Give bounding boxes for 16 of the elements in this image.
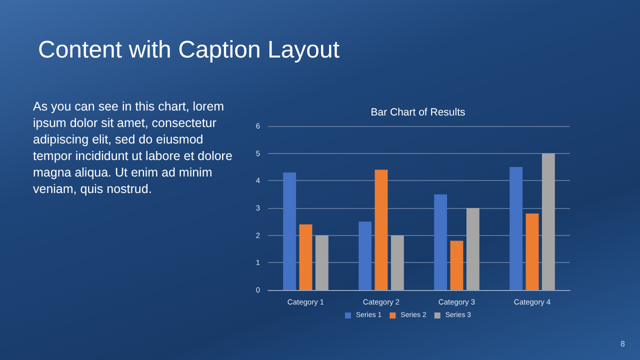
- text: As you can see in this chart, lorem ipsum dolor sit amet, consectetur adipiscing elit, sed do eiusmod tempor incididunt ut labore et dolore magna aliqua. Ut enim ad minim veniam, quis nostrud.: [33, 99, 236, 196]
- bar: [374, 170, 388, 290]
- bar: [526, 213, 539, 290]
- bar: [510, 167, 523, 290]
- bar: [450, 240, 464, 290]
- text: 8: [620, 340, 626, 348]
- bar: [466, 208, 480, 290]
- bar: [283, 172, 296, 290]
- bar: [299, 224, 312, 290]
- bar: [434, 194, 448, 290]
- bar: [390, 235, 404, 290]
- chart-title: Content with Caption Layout: [38, 36, 340, 64]
- bar: [358, 222, 372, 290]
- bar: [315, 235, 328, 290]
- chart-subtitle: Bar Chart of Results: [370, 106, 466, 118]
- bar: [542, 153, 555, 290]
